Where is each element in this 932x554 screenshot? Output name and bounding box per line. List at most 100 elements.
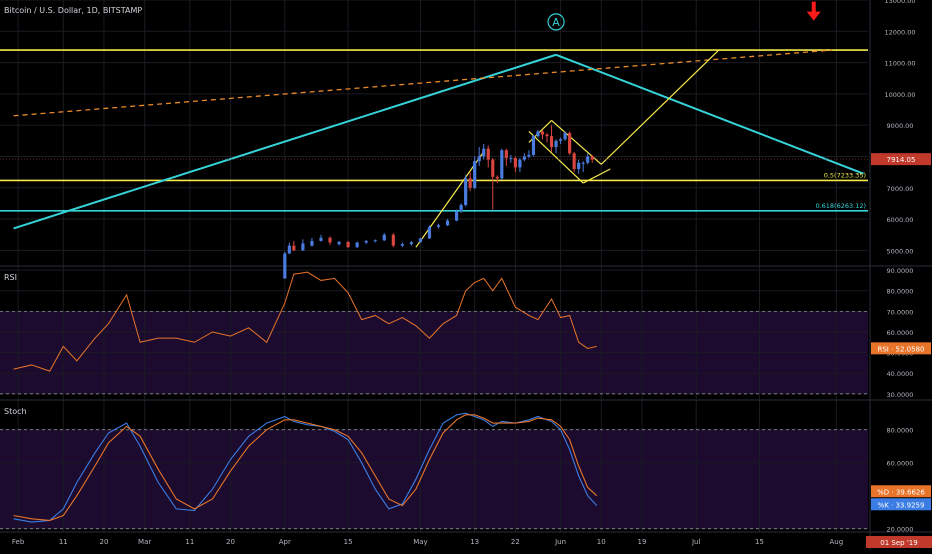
y-tick-label: 40.0000 xyxy=(887,370,914,378)
candle-body xyxy=(391,234,395,246)
x-tick-label: Feb xyxy=(12,538,25,546)
candle-body xyxy=(504,150,508,159)
y-tick-label: 7000.00 xyxy=(887,185,914,193)
candle-body xyxy=(319,237,323,241)
candle-body xyxy=(292,245,296,251)
x-tick-label: Jul xyxy=(691,538,701,546)
candle-body xyxy=(459,204,463,212)
chart-title: Bitcoin / U.S. Dollar, 1D, BITSTAMP xyxy=(4,6,143,15)
candle-body xyxy=(400,244,404,246)
candle-body xyxy=(590,156,594,160)
candle-body xyxy=(522,156,526,160)
last-price-value: 7914.05 xyxy=(887,156,916,164)
candle-body xyxy=(287,245,291,254)
candle-body xyxy=(464,178,468,205)
flag-lower-left xyxy=(528,131,584,184)
y-tick-label: 12000.00 xyxy=(884,28,915,36)
y-tick-label: 90.0000 xyxy=(887,267,914,275)
candle-body xyxy=(455,211,459,221)
candle-body xyxy=(563,133,567,140)
stoch-d-badge xyxy=(871,485,931,498)
rsi-value: RSI · 52.0580 xyxy=(878,345,925,353)
y-tick-label: 30.0000 xyxy=(887,391,914,399)
candle-body xyxy=(364,240,368,243)
yellow-channel-rise xyxy=(415,151,485,248)
y-tick-label: 6000.00 xyxy=(887,216,914,224)
x-tick-label: 15 xyxy=(755,538,764,546)
y-tick-label: 80.0000 xyxy=(887,288,914,296)
candle-body xyxy=(382,234,386,241)
candle-body xyxy=(477,156,481,162)
candle-body xyxy=(509,158,513,160)
stoch-band xyxy=(0,429,868,529)
flag-lower-right xyxy=(582,168,611,184)
candle-body xyxy=(436,225,441,227)
candle-body xyxy=(301,243,305,251)
y-tick-label: 80.0000 xyxy=(887,427,914,435)
candle-body xyxy=(491,159,495,177)
y-tick-label: 5000.00 xyxy=(887,247,914,255)
candle-body xyxy=(310,240,314,246)
x-tick-label: 15 xyxy=(344,538,353,546)
x-tick-label: 19 xyxy=(637,538,646,546)
orange-dashed-trendline xyxy=(13,49,832,117)
candle-body xyxy=(586,156,590,163)
candle-body xyxy=(559,139,563,141)
stoch-d-line xyxy=(13,414,598,522)
candle-body xyxy=(545,134,549,137)
candle-body xyxy=(373,240,377,242)
candle-body xyxy=(468,178,472,188)
cursor-date-label: 01 Sep '19 xyxy=(880,539,917,547)
candle-body xyxy=(355,242,359,248)
rsi-value-badge xyxy=(871,342,931,355)
candle-body xyxy=(518,159,522,168)
x-tick-label: 20 xyxy=(226,538,235,546)
candle-body xyxy=(445,220,450,226)
cyan-rising-trendline xyxy=(13,53,557,230)
candle-body xyxy=(495,176,499,179)
x-tick-label: 13 xyxy=(470,538,479,546)
red-arrow-icon xyxy=(806,1,821,21)
candle-body xyxy=(527,154,531,157)
candle-body xyxy=(536,131,540,137)
x-tick-label: Aug xyxy=(830,538,844,546)
y-tick-label: 20.0000 xyxy=(887,526,914,534)
candle-body xyxy=(568,133,572,154)
candle-body xyxy=(540,131,545,135)
candle-body xyxy=(549,136,554,148)
candle-body xyxy=(572,153,576,169)
x-tick-label: 22 xyxy=(511,538,520,546)
y-tick-label: 70.0000 xyxy=(887,308,914,316)
x-tick-label: Mar xyxy=(138,538,151,546)
y-tick-label: 60.0000 xyxy=(887,329,914,337)
x-tick-label: 11 xyxy=(59,538,68,546)
candle-body xyxy=(577,162,581,169)
x-tick-label: 20 xyxy=(100,538,109,546)
candle-body xyxy=(531,136,536,155)
fib-05-label: 0.5(7233.35) xyxy=(824,171,866,179)
stoch-title: Stoch xyxy=(4,407,27,416)
candle-body xyxy=(513,158,517,168)
candle-body xyxy=(473,161,477,188)
candle-body xyxy=(427,226,432,239)
x-tick-label: 10 xyxy=(597,538,606,546)
x-tick-label: Apr xyxy=(279,538,291,546)
y-tick-label: 11000.00 xyxy=(884,60,915,68)
rsi-line xyxy=(13,271,597,372)
y-tick-label: 60.0000 xyxy=(887,460,914,468)
candle-body xyxy=(500,150,504,179)
stoch-k-line xyxy=(13,412,598,523)
cyan-falling-trendline xyxy=(555,53,864,175)
stoch-k-value: %K · 33.9259 xyxy=(878,501,925,509)
candle-body xyxy=(554,140,558,148)
wave-label: A xyxy=(552,16,560,29)
fib-0618-label: 0.618(6263.12) xyxy=(815,202,866,210)
x-tick-label: Jun xyxy=(554,538,566,546)
y-tick-label: 13000.00 xyxy=(884,0,915,5)
candle-body xyxy=(337,241,341,245)
cursor-date-badge xyxy=(866,536,932,548)
x-tick-label: May xyxy=(413,538,427,546)
candle-body xyxy=(581,162,585,164)
